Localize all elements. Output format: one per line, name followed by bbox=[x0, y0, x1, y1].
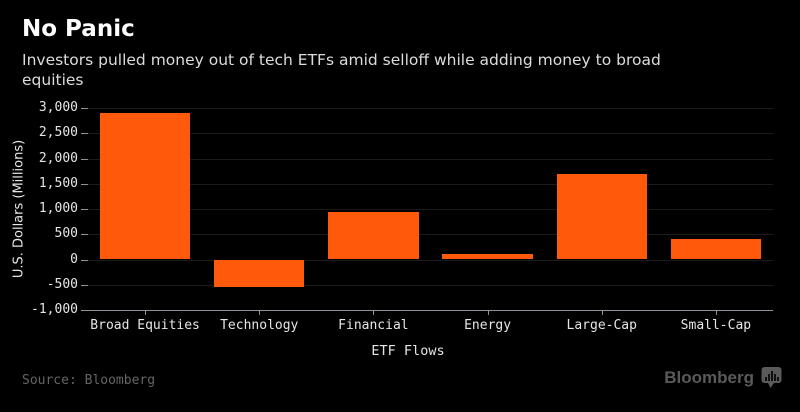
gridline bbox=[88, 234, 773, 236]
x-axis-label: ETF Flows bbox=[371, 343, 445, 359]
gridline bbox=[88, 133, 773, 135]
gridline bbox=[88, 183, 773, 185]
y-tick-label: 3,000 bbox=[38, 100, 78, 115]
x-tick-mark bbox=[715, 310, 717, 315]
y-tick-mark bbox=[81, 310, 88, 311]
x-tick-mark bbox=[487, 310, 489, 315]
y-tick-label: -500 bbox=[46, 276, 78, 292]
x-tick-mark bbox=[145, 310, 147, 315]
gridline bbox=[88, 108, 773, 109]
y-tick-label: 1,000 bbox=[38, 201, 78, 216]
bloomberg-chart-icon bbox=[761, 367, 782, 388]
x-tick-label: Technology bbox=[220, 318, 299, 333]
x-tick-label: Broad Equities bbox=[90, 318, 200, 333]
x-tick-label: Financial bbox=[338, 318, 409, 333]
y-tick-label: 500 bbox=[54, 226, 78, 242]
bar-energy bbox=[442, 254, 533, 260]
y-tick-mark bbox=[81, 133, 88, 135]
source-credit: Source: Bloomberg bbox=[22, 373, 156, 388]
y-tick-mark bbox=[81, 284, 88, 286]
y-tick-mark bbox=[81, 259, 88, 261]
gridline bbox=[88, 284, 773, 286]
x-tick-label: Large-Cap bbox=[566, 318, 637, 333]
chart-subtitle: Investors pulled money out of tech ETFs … bbox=[22, 51, 661, 89]
chart-title: No Panic bbox=[22, 16, 135, 42]
y-tick-label: 2,000 bbox=[38, 150, 78, 166]
x-axis-line bbox=[88, 310, 773, 311]
y-tick-label: 1,500 bbox=[38, 175, 78, 191]
x-tick-mark bbox=[373, 310, 375, 315]
y-tick-label: 2,500 bbox=[38, 125, 78, 141]
bar-large-cap bbox=[556, 173, 647, 260]
bar-broad-equities bbox=[99, 113, 191, 260]
bloomberg-wordmark: Bloomberg bbox=[664, 368, 754, 387]
y-tick-mark bbox=[81, 209, 88, 210]
y-tick-mark bbox=[81, 234, 88, 236]
plot-area: 3,000 2,500 2,000 1,500 1,000 500 0 -500 -1,000 B… bbox=[31, 100, 773, 333]
x-tick-label: Energy bbox=[464, 318, 512, 333]
y-tick-mark bbox=[81, 108, 88, 109]
x-tick-mark bbox=[601, 310, 603, 315]
y-tick-mark bbox=[81, 158, 88, 160]
gridline bbox=[88, 259, 773, 261]
bar-small-cap bbox=[670, 239, 761, 260]
y-tick-label: 0 bbox=[70, 251, 78, 267]
x-tick-mark bbox=[259, 310, 261, 315]
gridline bbox=[88, 158, 773, 160]
x-tick-label: Small-Cap bbox=[680, 318, 752, 333]
bar-technology bbox=[214, 259, 305, 288]
brand-lockup: Bloomberg bbox=[664, 366, 782, 390]
bar-financial bbox=[328, 211, 419, 260]
y-tick-label: -1,000 bbox=[31, 302, 78, 317]
y-tick-mark bbox=[81, 183, 88, 185]
gridline bbox=[88, 209, 773, 210]
